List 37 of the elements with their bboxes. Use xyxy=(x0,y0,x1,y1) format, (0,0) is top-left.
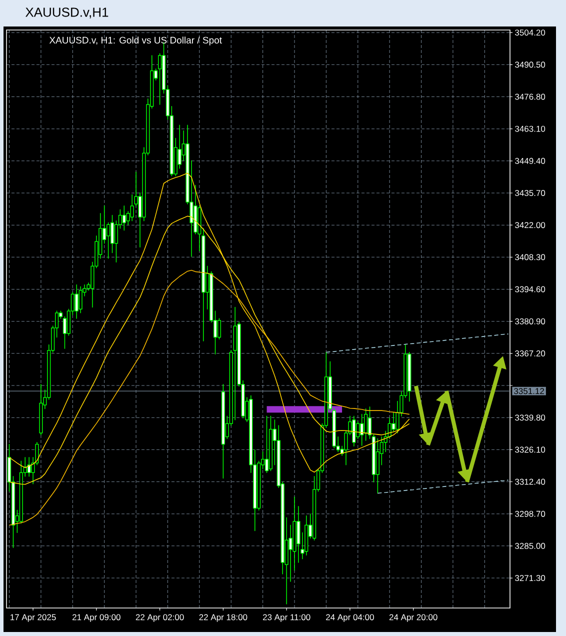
y-tick-label: 3271.30 xyxy=(515,575,546,582)
y-tick-label: 3504.20 xyxy=(515,30,546,36)
candlestick xyxy=(74,284,78,319)
x-tick-label: 22 Apr 18:00 xyxy=(199,614,248,622)
line-series xyxy=(326,334,509,353)
y-tick-label: 3422.00 xyxy=(515,222,546,228)
y-tick-label: 3298.70 xyxy=(515,510,546,517)
y-tick-label: 3367.20 xyxy=(515,350,546,356)
x-tick-label: 24 Apr 20:00 xyxy=(389,614,438,622)
chart-title: XAUUSD.v,H1 xyxy=(26,8,108,18)
candlestick xyxy=(376,438,380,494)
ref-line-label: 3351.12 xyxy=(514,388,544,394)
candlestick xyxy=(368,406,372,440)
text: XAUUSD.v, H1: Gold vs US Dollar / Spot xyxy=(49,36,222,46)
y-tick-label: 3449.40 xyxy=(515,158,546,164)
y-tick-label: 3476.80 xyxy=(515,94,546,100)
candlestick xyxy=(39,384,43,436)
y-tick-label: 3339.80 xyxy=(515,414,546,421)
x-tick-label: 22 Apr 02:00 xyxy=(136,614,184,622)
y-tick-label: 3326.10 xyxy=(515,446,546,453)
x-tick-label: 17 Apr 2025 xyxy=(10,614,56,622)
y-tick-label: 3463.10 xyxy=(515,126,546,132)
x-tick-label: 23 Apr 11:00 xyxy=(262,614,310,622)
y-tick-label: 3490.50 xyxy=(515,62,546,68)
candlestick xyxy=(352,416,356,447)
line-series xyxy=(377,480,509,494)
x-tick-label: 21 Apr 09:00 xyxy=(72,614,120,622)
y-tick-label: 3394.60 xyxy=(515,286,546,292)
candlestick xyxy=(221,384,225,479)
y-tick-label: 3312.40 xyxy=(515,478,546,485)
x-tick-label: 24 Apr 04:00 xyxy=(326,614,374,622)
candlestick xyxy=(268,416,273,472)
y-tick-label: 3435.70 xyxy=(515,190,546,196)
y-tick-label: 3380.90 xyxy=(515,318,546,324)
candlestick xyxy=(304,515,308,556)
y-tick-label: 3408.30 xyxy=(515,254,546,260)
y-tick-label: 3285.00 xyxy=(515,542,546,549)
